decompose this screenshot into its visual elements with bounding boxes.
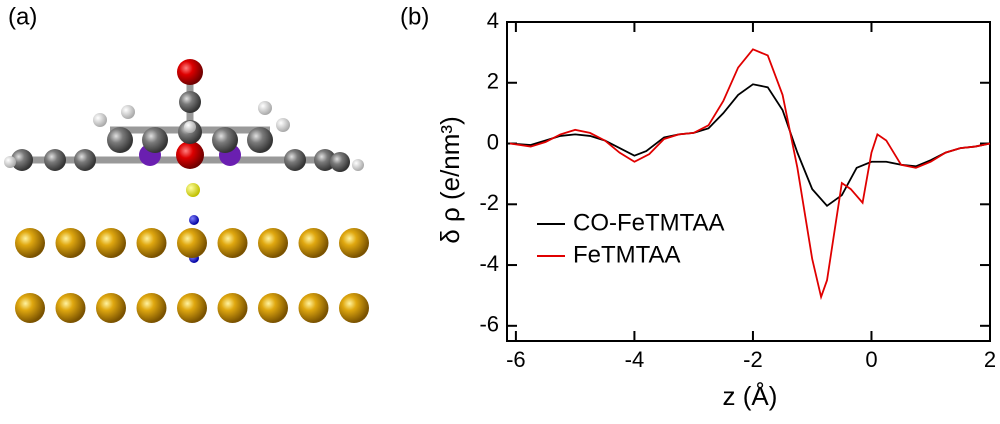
page: (a) (b) z (Å) δ ρ (e/nm³) -6 -4 -2 0 2 -6 -4 -2…: [0, 0, 1000, 424]
gold-atom: [137, 293, 167, 323]
y-tick-label: 2: [487, 69, 499, 94]
gold-atom: [218, 293, 248, 323]
x-tick-label: 0: [865, 347, 877, 372]
y-axis-label: δ ρ (e/nm³): [435, 116, 465, 244]
gold-atom: [299, 228, 329, 258]
data-line: [510, 84, 990, 206]
gold-atom: [339, 228, 369, 258]
gold-atom: [299, 293, 329, 323]
plot-frame: [507, 22, 990, 341]
panel-label: (b): [400, 3, 429, 30]
gold-atom: [177, 293, 207, 323]
x-axis-label: z (Å): [723, 381, 778, 411]
x-tick-label: 2: [984, 347, 996, 372]
gold-atom: [339, 293, 369, 323]
gold-atom: [96, 293, 126, 323]
y-tick-label: -2: [479, 190, 499, 215]
x-tick-label: -6: [506, 347, 526, 372]
figure: (a) (b) z (Å) δ ρ (e/nm³) -6 -4 -2 0 2 -6 -4 -2…: [0, 0, 1000, 419]
legend-label: FeTMTAA: [573, 241, 681, 268]
gold-atom: [177, 228, 207, 258]
y-tick-label: -6: [479, 312, 499, 337]
x-tick-label: -2: [743, 347, 763, 372]
gold-atom: [96, 228, 126, 258]
gold-atom: [15, 293, 45, 323]
y-tick-label: 0: [487, 129, 499, 154]
gold-atom: [56, 228, 86, 258]
gold-atom: [258, 293, 288, 323]
gold-atom: [15, 228, 45, 258]
gold-atom: [56, 293, 86, 323]
legend-label: CO-FeTMTAA: [573, 209, 725, 236]
y-tick-label: 4: [487, 8, 499, 33]
x-tick-label: -4: [625, 347, 645, 372]
gold-atom: [218, 228, 248, 258]
panel-label: (a): [8, 3, 37, 30]
y-tick-label: -4: [479, 251, 499, 276]
gold-atom: [258, 228, 288, 258]
gold-atom: [137, 228, 167, 258]
substrate: [15, 228, 369, 323]
